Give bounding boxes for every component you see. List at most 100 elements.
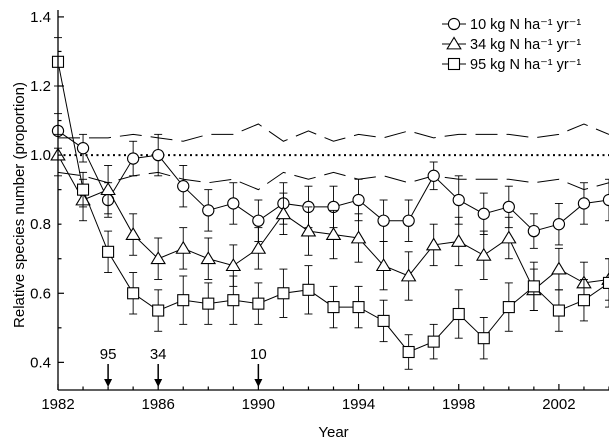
data-point-square <box>602 276 609 289</box>
annotation-34: 34 <box>150 346 167 387</box>
legend-label: 34 kg N ha⁻¹ yr⁻¹ <box>470 37 581 53</box>
legend-marker-circle <box>447 17 461 31</box>
data-point-circle <box>152 148 165 162</box>
data-point-circle <box>427 169 440 182</box>
data-point-triangle <box>125 226 141 240</box>
data-point-square <box>302 283 315 296</box>
data-point-square <box>427 335 440 348</box>
envelope-group <box>57 123 609 191</box>
annotation-10: 10 <box>250 346 267 387</box>
legend-entry-triangle: 34 kg N ha⁻¹ yr⁻¹ <box>442 36 581 53</box>
data-point-circle <box>602 193 609 207</box>
legend-entry-square: 95 kg N ha⁻¹ yr⁻¹ <box>442 57 581 73</box>
data-point-square <box>527 280 540 293</box>
data-point-square <box>227 294 240 307</box>
annotation-arrow-head <box>104 379 113 387</box>
data-point-circle <box>452 193 465 207</box>
data-point-triangle <box>300 223 317 237</box>
y-tick-label: 0.6 <box>30 285 51 302</box>
y-tick-label: 0.8 <box>30 216 51 233</box>
data-point-circle <box>177 180 190 193</box>
data-point-square <box>152 304 165 317</box>
annotation-label: 10 <box>250 346 267 363</box>
data-point-square <box>102 245 115 258</box>
data-point-circle <box>477 207 490 220</box>
annotation-95: 95 <box>100 346 117 387</box>
x-tick-label: 1982 <box>41 396 74 413</box>
data-point-triangle <box>150 251 166 265</box>
y-axis-ticks: 0.4 0.6 0.8 1.0 1.2 1.4 <box>30 9 64 371</box>
data-point-square <box>502 301 515 314</box>
x-tick-label: 1990 <box>242 396 275 413</box>
annotation-arrow-head <box>254 379 263 387</box>
annotation-arrow-head <box>154 379 163 387</box>
data-point-square <box>552 304 565 317</box>
y-tick-label: 1.0 <box>30 147 51 164</box>
data-point-square <box>127 287 140 300</box>
data-point-triangle <box>250 240 267 254</box>
data-point-square <box>352 301 365 314</box>
x-tick-label: 2002 <box>542 396 575 413</box>
data-point-triangle <box>350 230 367 244</box>
x-tick-label: 1998 <box>442 396 475 413</box>
x-axis-title: Year <box>318 424 348 441</box>
data-point-triangle <box>375 258 392 272</box>
data-point-triangle <box>501 230 517 244</box>
data-point-circle <box>402 214 415 227</box>
data-point-triangle <box>450 233 467 247</box>
data-point-triangle <box>551 261 567 275</box>
y-tick-label: 1.4 <box>30 9 51 26</box>
data-point-square <box>577 294 591 307</box>
legend-marker-triangle <box>446 36 462 50</box>
data-point-square <box>402 345 415 359</box>
data-point-triangle <box>225 258 242 272</box>
data-point-triangle <box>200 251 217 265</box>
data-point-square <box>76 183 90 196</box>
data-point-square <box>252 297 265 310</box>
envelope-lower <box>57 171 609 191</box>
data-point-circle <box>227 197 240 210</box>
data-point-circle <box>577 197 591 210</box>
data-point-square <box>452 307 465 321</box>
data-point-square <box>277 287 290 300</box>
data-point-circle <box>202 204 215 217</box>
data-point-circle <box>502 200 515 214</box>
data-point-triangle <box>275 206 292 220</box>
annotation-label: 34 <box>150 346 167 363</box>
annotation-group: 95 34 10 <box>100 346 267 387</box>
data-point-triangle <box>175 240 192 254</box>
data-point-circle <box>377 214 390 227</box>
data-point-square <box>177 294 190 307</box>
data-point-circle <box>352 193 365 207</box>
data-point-triangle <box>325 226 342 240</box>
x-tick-label: 1994 <box>342 396 375 413</box>
envelope-upper <box>58 123 609 142</box>
legend-label: 10 kg N ha⁻¹ yr⁻¹ <box>470 17 581 33</box>
data-point-circle <box>76 142 90 155</box>
data-point-square <box>377 314 390 327</box>
legend-marker-square <box>447 57 461 71</box>
data-point-circle <box>252 214 265 227</box>
data-point-square <box>477 332 490 345</box>
data-point-circle <box>126 152 140 165</box>
data-point-square <box>327 301 340 314</box>
annotation-label: 95 <box>100 346 117 363</box>
legend-label: 95 kg N ha⁻¹ yr⁻¹ <box>470 57 581 73</box>
series-group <box>50 37 609 370</box>
data-point-square <box>202 297 215 310</box>
series-circle <box>51 113 609 249</box>
data-point-circle <box>527 224 541 238</box>
data-point-triangle <box>475 247 492 261</box>
x-tick-label: 1986 <box>141 396 174 413</box>
data-point-circle <box>552 218 566 231</box>
legend: 10 kg N ha⁻¹ yr⁻¹ 34 kg N ha⁻¹ yr⁻¹ 95 kg … <box>442 17 581 73</box>
legend-entry-circle: 10 kg N ha⁻¹ yr⁻¹ <box>442 17 581 33</box>
y-tick-label: 0.4 <box>30 354 51 371</box>
data-point-triangle <box>100 182 116 196</box>
x-axis-ticks: 1982 1986 1990 1994 1998 2002 <box>41 384 609 413</box>
y-axis-title: Relative species number (proportion) <box>11 82 28 328</box>
data-point-triangle <box>400 268 417 282</box>
data-point-triangle <box>425 237 442 251</box>
y-tick-label: 1.2 <box>30 78 51 95</box>
